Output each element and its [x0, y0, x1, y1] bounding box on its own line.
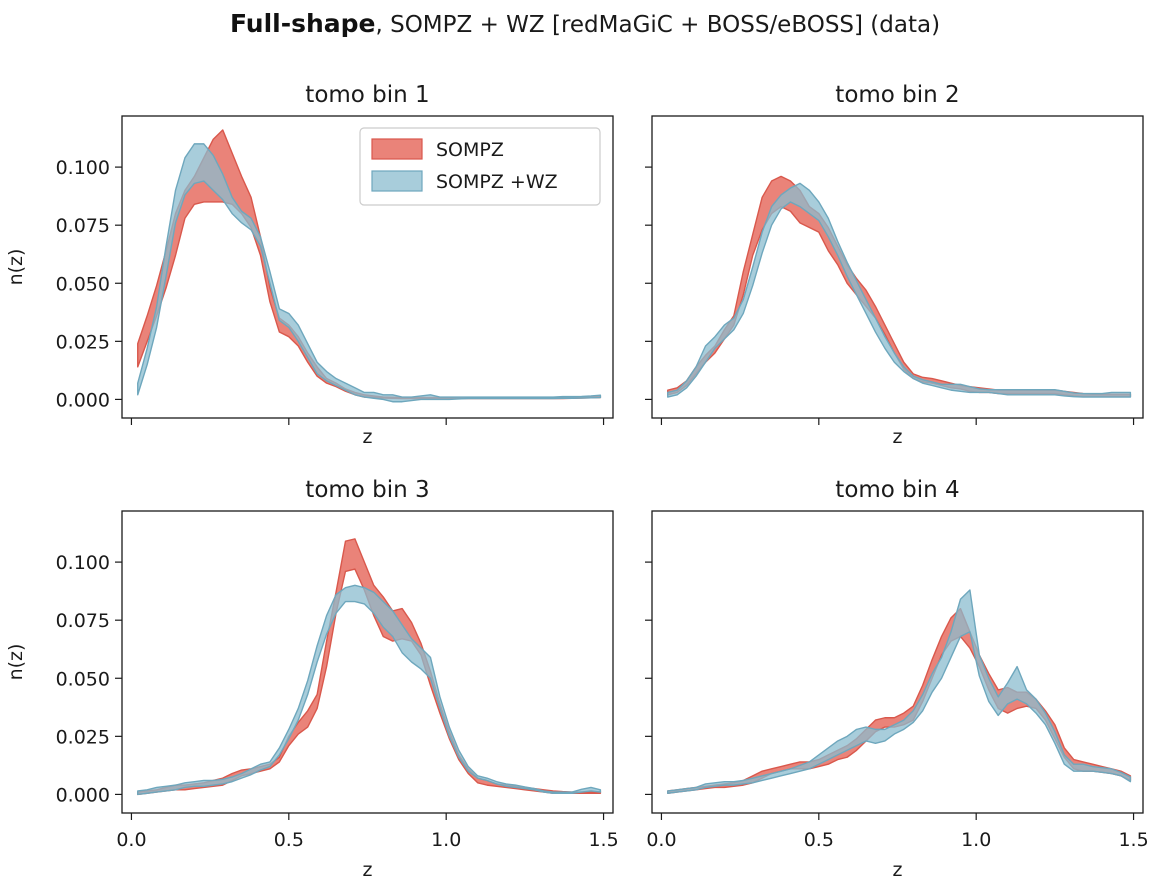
band-sompz-wz — [667, 589, 1132, 794]
band-sompz-wz — [137, 143, 602, 403]
x-tick-label: 1.0 — [431, 829, 461, 851]
x-axis-label: z — [893, 426, 903, 448]
y-tick-label: 0.025 — [56, 331, 110, 353]
y-tick-label: 0.025 — [56, 726, 110, 748]
y-tick-label: 0.075 — [56, 215, 110, 237]
panel-title: tomo bin 4 — [835, 477, 959, 503]
y-tick-label: 0.100 — [56, 552, 110, 574]
y-tick-label: 0.000 — [56, 784, 110, 806]
panel-tomo-bin-4: tomo bin 4 0.0 0.5 1.0 1.5 z — [645, 477, 1149, 881]
band-sompz — [137, 538, 602, 796]
y-axis-label: n(z) — [5, 644, 27, 681]
y-tick-label: 0.050 — [56, 668, 110, 690]
panel-tomo-bin-1: tomo bin 1 0.000 0.025 0.050 0.075 0.100 z n(z)… — [5, 82, 614, 448]
axes-frame — [121, 115, 614, 419]
y-tick-label: 0.050 — [56, 273, 110, 295]
axes-frame — [651, 510, 1144, 814]
y-tick-label: 0.075 — [56, 610, 110, 632]
legend-swatch-sompz — [371, 138, 423, 160]
y-axis-label: n(z) — [5, 249, 27, 286]
x-tick-label: 0.5 — [274, 829, 304, 851]
x-axis-label: z — [363, 426, 373, 448]
panel-tomo-bin-3: tomo bin 3 0.0 0.5 1.0 1.5 0.000 0.025 0.050 0.0… — [5, 477, 619, 881]
panel-tomo-bin-2: tomo bin 2 z — [645, 82, 1144, 448]
legend-swatch-sompz-wz — [371, 170, 423, 192]
axes-frame — [651, 115, 1144, 419]
band-sompz-wz — [667, 182, 1132, 398]
plot-area — [667, 589, 1132, 794]
figure-title-bold: Full-shape — [230, 9, 376, 38]
y-tick-label: 0.100 — [56, 157, 110, 179]
x-axis-label: z — [363, 859, 373, 881]
figure-title-rest: , SOMPZ + WZ [redMaGiC + BOSS/eBOSS] (da… — [375, 12, 940, 38]
x-tick-label: 0.0 — [646, 829, 676, 851]
x-tick-label: 0.0 — [116, 829, 146, 851]
axes-frame — [121, 510, 614, 814]
x-tick-label: 1.5 — [588, 829, 618, 851]
panel-title: tomo bin 1 — [305, 82, 429, 108]
plot-area — [137, 129, 602, 403]
x-tick-label: 0.5 — [804, 829, 834, 851]
legend-label-sompz: SOMPZ — [436, 139, 504, 161]
figure-title: Full-shape, SOMPZ + WZ [redMaGiC + BOSS/… — [230, 9, 940, 38]
plot-area — [667, 175, 1132, 398]
legend: SOMPZ SOMPZ +WZ — [359, 127, 601, 206]
panels: tomo bin 1 0.000 0.025 0.050 0.075 0.100 z n(z)… — [5, 82, 1149, 881]
legend-label-sompz-wz: SOMPZ +WZ — [436, 171, 558, 193]
x-tick-label: 1.0 — [961, 829, 991, 851]
plot-area — [137, 538, 602, 796]
y-tick-label: 0.000 — [56, 389, 110, 411]
x-tick-label: 1.5 — [1118, 829, 1148, 851]
panel-title: tomo bin 2 — [835, 82, 959, 108]
band-sompz — [667, 607, 1132, 794]
x-axis-label: z — [893, 859, 903, 881]
band-sompz-wz — [137, 584, 602, 796]
panel-title: tomo bin 3 — [305, 477, 429, 503]
